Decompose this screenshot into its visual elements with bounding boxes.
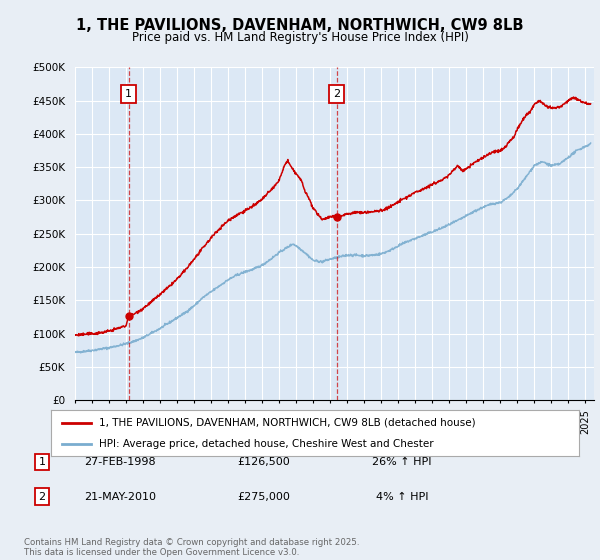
Text: HPI: Average price, detached house, Cheshire West and Chester: HPI: Average price, detached house, Ches… [98, 439, 433, 449]
Text: £126,500: £126,500 [238, 457, 290, 467]
Text: 21-MAY-2010: 21-MAY-2010 [84, 492, 156, 502]
Text: Price paid vs. HM Land Registry's House Price Index (HPI): Price paid vs. HM Land Registry's House … [131, 31, 469, 44]
Text: 4% ↑ HPI: 4% ↑ HPI [376, 492, 428, 502]
Text: 2: 2 [38, 492, 46, 502]
Text: 27-FEB-1998: 27-FEB-1998 [84, 457, 156, 467]
Text: 1, THE PAVILIONS, DAVENHAM, NORTHWICH, CW9 8LB: 1, THE PAVILIONS, DAVENHAM, NORTHWICH, C… [76, 18, 524, 33]
Text: 2: 2 [333, 89, 340, 99]
Text: 1: 1 [38, 457, 46, 467]
Text: 1, THE PAVILIONS, DAVENHAM, NORTHWICH, CW9 8LB (detached house): 1, THE PAVILIONS, DAVENHAM, NORTHWICH, C… [98, 418, 475, 428]
Text: 26% ↑ HPI: 26% ↑ HPI [372, 457, 432, 467]
Text: £275,000: £275,000 [238, 492, 290, 502]
Text: 1: 1 [125, 89, 132, 99]
Text: Contains HM Land Registry data © Crown copyright and database right 2025.
This d: Contains HM Land Registry data © Crown c… [24, 538, 359, 557]
